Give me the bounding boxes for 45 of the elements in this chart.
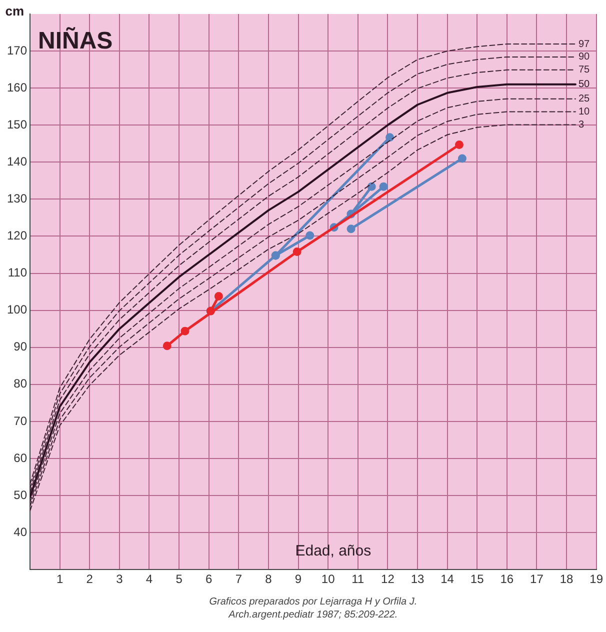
- series-label: 25: [578, 94, 590, 105]
- x-tick-label: 2: [86, 572, 94, 586]
- y-tick-label: 170: [6, 43, 28, 58]
- x-tick-label: 9: [294, 572, 302, 586]
- y-tick-label: 150: [6, 117, 28, 132]
- x-axis-title: Edad, años: [295, 542, 372, 560]
- y-tick-label: 70: [14, 414, 28, 428]
- x-tick-label: 13: [410, 572, 424, 586]
- x-tick-label: 4: [146, 572, 153, 586]
- x-tick-label: 19: [590, 572, 604, 586]
- x-tick-label: 16: [500, 572, 514, 586]
- x-tick-label: 14: [440, 572, 454, 586]
- y-tick-label: 40: [14, 524, 28, 539]
- text: Arch.argent.pediatr 1987; 85:209-222.: [228, 609, 398, 620]
- x-tick-label: 11: [352, 572, 364, 586]
- series-label: 90: [578, 52, 590, 63]
- text: Graficos preparados por Lejarraga H y Orfila J.: [209, 596, 418, 608]
- y-tick-label: 120: [6, 228, 28, 243]
- series-label: 10: [578, 106, 590, 118]
- x-tick-label: 1: [56, 572, 64, 586]
- x-tick-label: 18: [560, 572, 574, 586]
- y-axis-title: cm: [5, 4, 24, 19]
- y-tick-label: 60: [14, 450, 28, 465]
- x-tick-label: 17: [530, 572, 544, 586]
- x-tick-label: 10: [321, 572, 336, 586]
- y-tick-label: 50: [14, 488, 28, 502]
- x-tick-label: 3: [116, 572, 124, 586]
- x-tick-label: 12: [381, 572, 395, 586]
- x-tick-label: 15: [470, 572, 484, 586]
- y-tick-label: 130: [6, 192, 28, 206]
- x-tick-label: 5: [176, 572, 183, 586]
- x-tick-label: 8: [265, 572, 272, 586]
- y-tick-label: 110: [8, 266, 28, 280]
- x-tick-label: 6: [206, 572, 213, 586]
- x-tick-label: 7: [235, 572, 242, 586]
- series-label: 75: [578, 64, 590, 76]
- series-label: 97: [578, 38, 590, 50]
- y-tick-label: 160: [6, 80, 28, 94]
- y-tick-label: 90: [14, 340, 28, 354]
- y-tick-label: 100: [6, 302, 28, 317]
- text: NIÑAS: [38, 26, 113, 55]
- y-tick-label: 140: [6, 154, 28, 168]
- series-label: 3: [578, 120, 584, 130]
- y-tick-label: 80: [14, 376, 28, 391]
- series-label: 50: [578, 79, 590, 90]
